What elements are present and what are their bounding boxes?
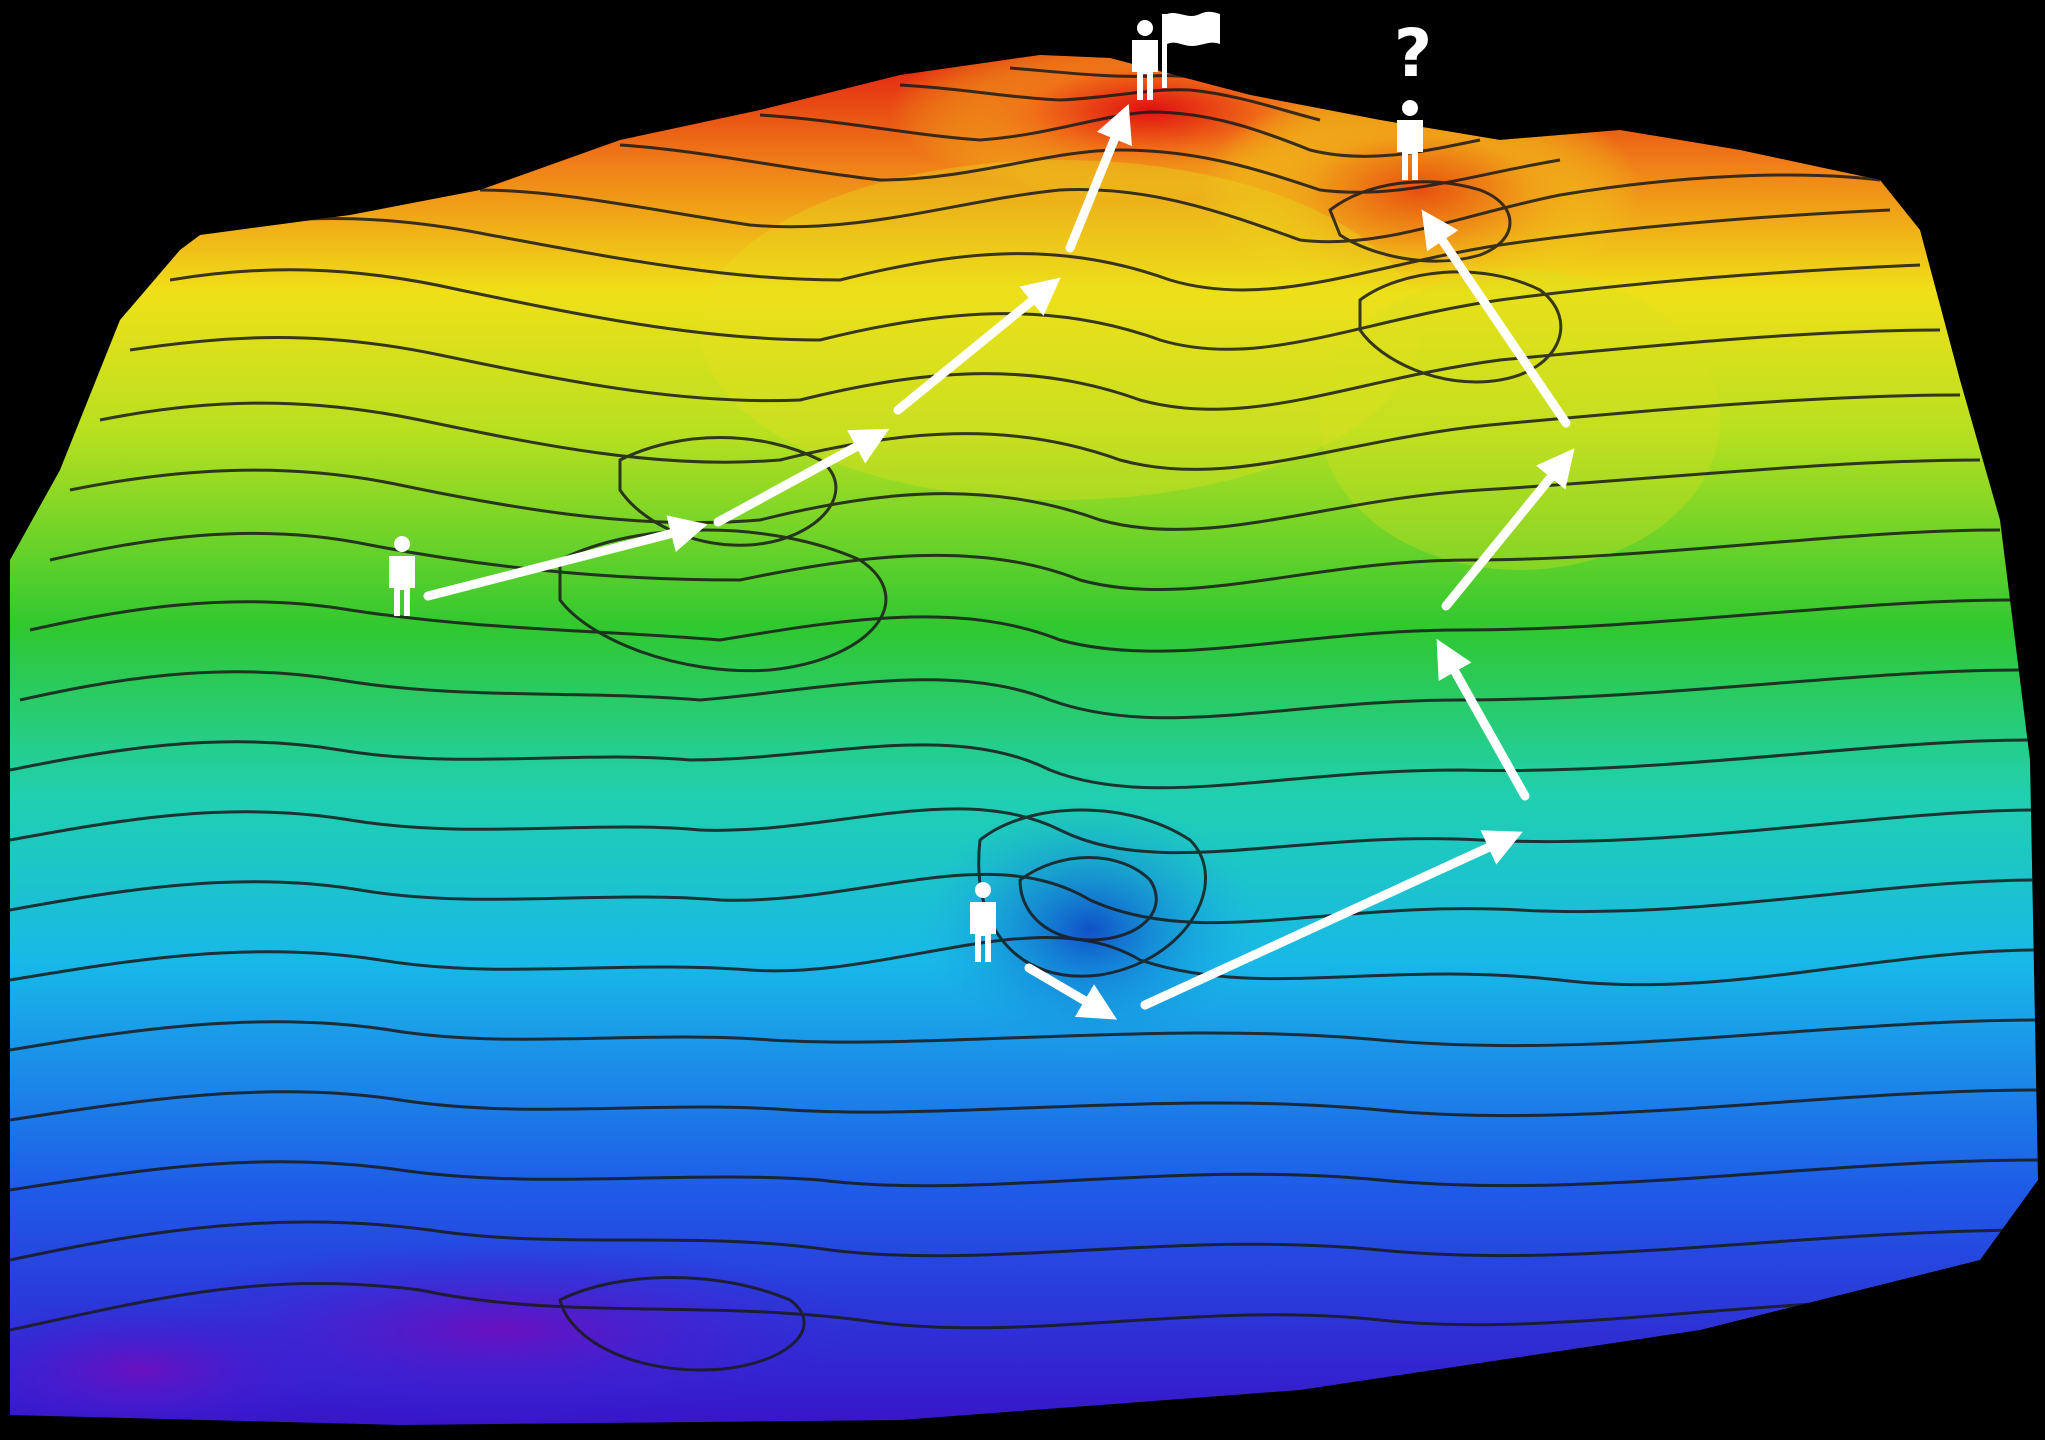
- contour-lines: [10, 66, 2038, 1372]
- arrow-icon: [893, 277, 1061, 415]
- arrow-icon: [1436, 638, 1530, 801]
- question-mark-label: ?: [1394, 15, 1432, 92]
- person-with-flag-icon: [1132, 11, 1220, 100]
- terrain-surface: [10, 55, 2038, 1425]
- lower-climber-path: [1024, 209, 1575, 1020]
- arrow-icon: [1421, 209, 1571, 428]
- arrow-icon: [713, 428, 890, 527]
- upper-climber-path: [423, 103, 1132, 601]
- arrow-icon: [1140, 830, 1523, 1010]
- arrow-icon: [1024, 963, 1118, 1020]
- arrow-icon: [423, 515, 708, 601]
- arrow-icon: [1065, 103, 1132, 253]
- arrow-icon: [1441, 448, 1575, 611]
